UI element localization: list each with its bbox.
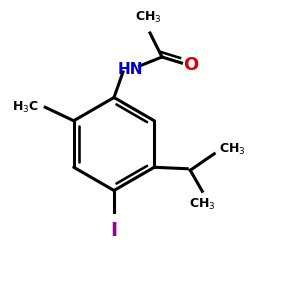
Text: CH$_3$: CH$_3$: [219, 142, 245, 157]
Text: CH$_3$: CH$_3$: [135, 11, 162, 26]
Text: I: I: [110, 220, 118, 239]
Text: O: O: [184, 56, 199, 74]
Text: HN: HN: [118, 61, 143, 76]
Text: H$_3$C: H$_3$C: [12, 100, 39, 115]
Text: CH$_3$: CH$_3$: [189, 197, 216, 212]
